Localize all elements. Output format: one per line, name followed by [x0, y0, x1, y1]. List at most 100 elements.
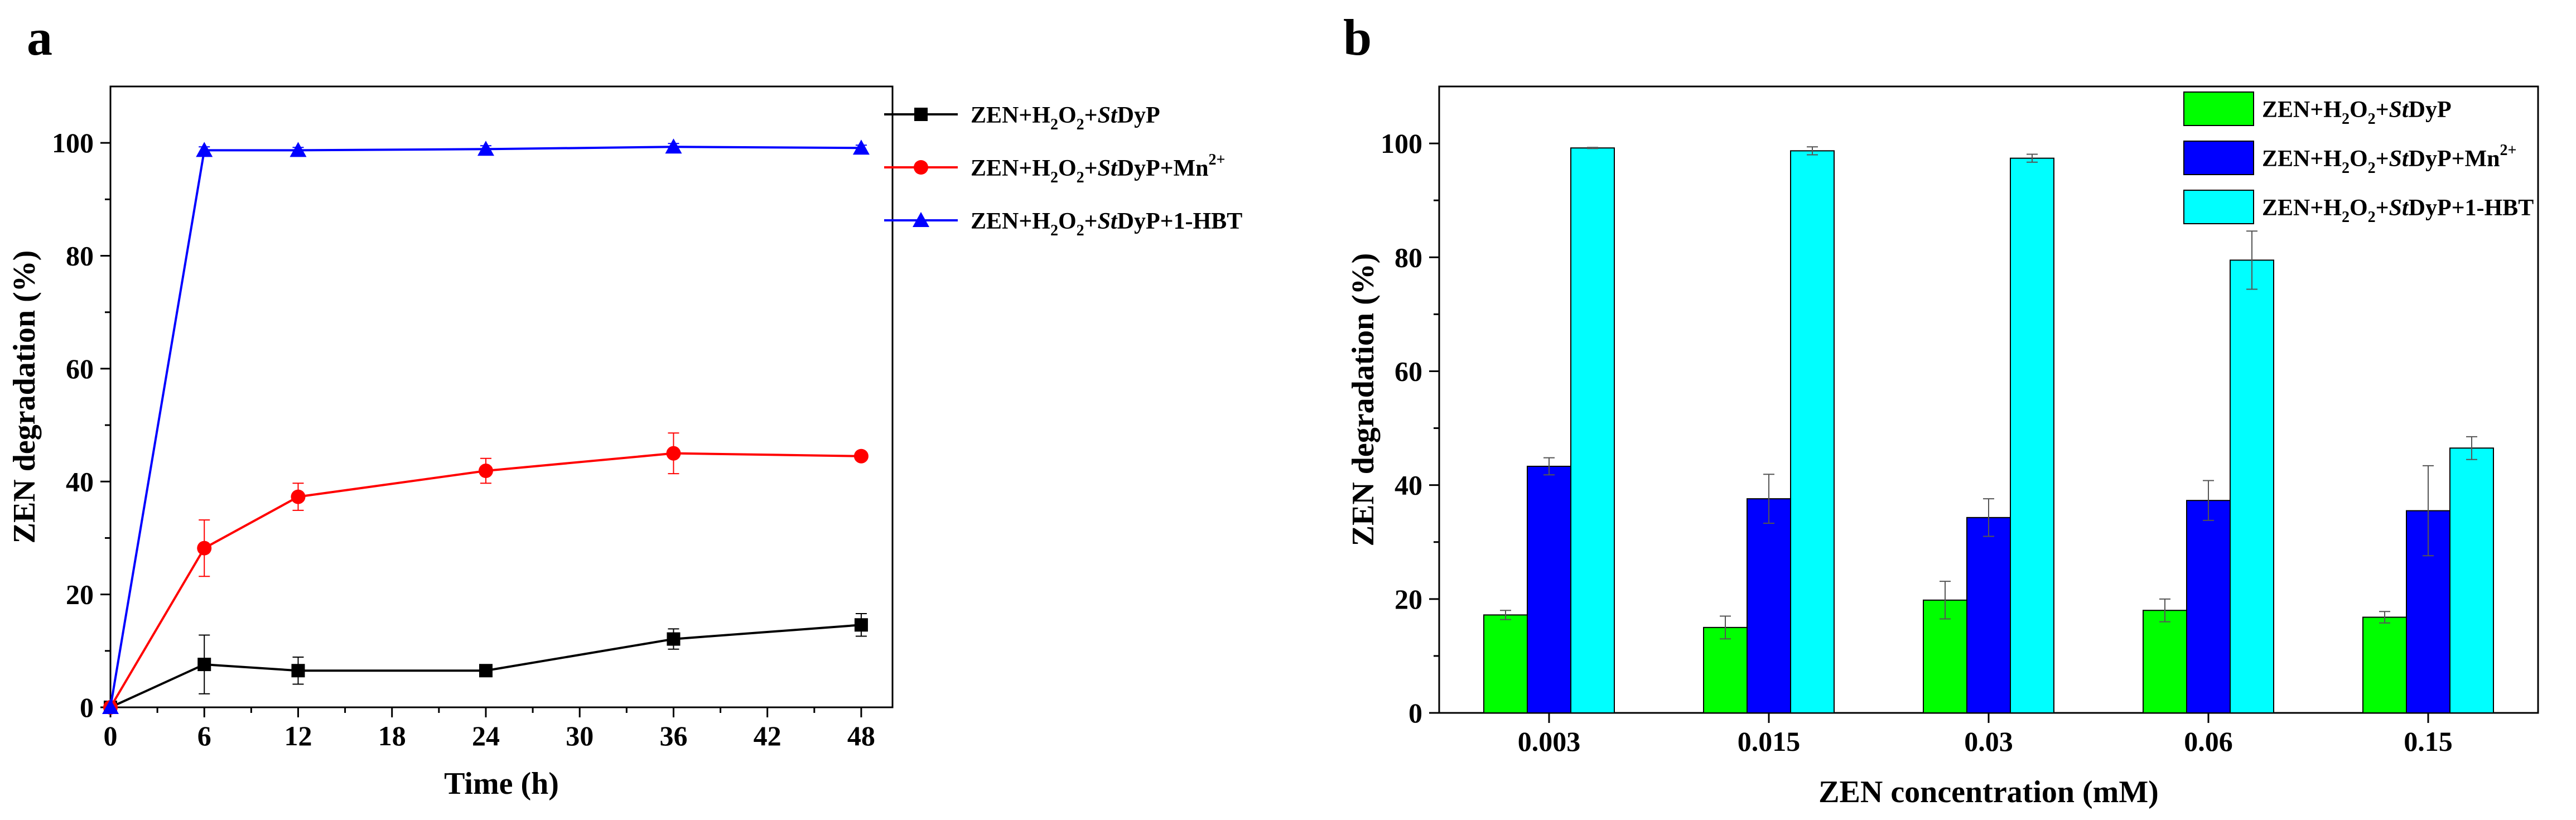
data-point [478, 464, 493, 479]
x-tick-label: 0.15 [2404, 726, 2453, 757]
series-line [109, 146, 861, 708]
x-tick-label: 36 [659, 720, 687, 751]
data-point [196, 142, 213, 157]
data-point [479, 664, 493, 678]
legend-marker [913, 212, 929, 227]
series-line [109, 452, 861, 708]
plot-frame [109, 85, 894, 708]
data-point [290, 142, 307, 157]
y-tick-label: 20 [66, 579, 94, 610]
data-point [197, 658, 211, 672]
data-point [291, 664, 305, 678]
legend-text-part: + [1084, 103, 1098, 128]
legend-italic: St [2389, 146, 2409, 172]
legend-superscript: 2+ [2500, 142, 2517, 159]
legend-text-part: O [2350, 146, 2368, 172]
legend-text-part: DyP [2409, 97, 2452, 123]
data-point [477, 141, 494, 156]
legend-superscript: 2+ [1209, 151, 1226, 168]
legend-text-part: DyP+Mn [1117, 156, 1209, 181]
legend-label: ZEN+H2O2+StDyP+1-HBT [971, 209, 1242, 239]
legend-text-part: + [2376, 146, 2389, 172]
y-tick-label: 80 [66, 240, 94, 272]
data-point [291, 489, 306, 504]
y-axis-title: ZEN degradation (%) [7, 250, 42, 544]
legend-text-part: + [1084, 156, 1098, 181]
y-tick-label: 80 [1395, 242, 1422, 273]
y-tick-label: 0 [1408, 697, 1422, 729]
legend-label: ZEN+H2O2+StDyP+Mn2+ [971, 151, 1226, 186]
bar [1570, 147, 1615, 713]
legend-subscript: 2 [1050, 222, 1058, 239]
legend-subscript: 2 [2368, 110, 2376, 128]
legend-italic: St [1098, 103, 1118, 128]
legend-label: ZEN+H2O2+StDyP [971, 103, 1160, 133]
legend-text-part: DyP+1-HBT [2409, 195, 2534, 221]
legend-text-part: ZEN+H [971, 209, 1050, 234]
bar [1527, 465, 1571, 713]
y-tick-label: 100 [1381, 128, 1422, 159]
legend-text-part: O [1058, 156, 1077, 181]
legend-subscript: 2 [2368, 209, 2376, 226]
legend-label: ZEN+H2O2+StDyP+1-HBT [2262, 195, 2534, 226]
legend-subscript: 2 [2368, 160, 2376, 177]
legend-subscript: 2 [1050, 116, 1058, 133]
y-tick-label: 60 [66, 353, 94, 384]
bar [1747, 498, 1791, 713]
line-chart-panel: 0 20 40 60 80 100 0 6 12 18 24 30 36 42 48 Time (h) ZEN … [7, 85, 1242, 801]
y-tick-label: 60 [1395, 355, 1422, 387]
bar [1966, 517, 2011, 713]
x-tick-label: 48 [847, 720, 875, 751]
legend-text-part: O [2350, 195, 2368, 221]
x-tick-label: 24 [472, 720, 500, 751]
panel-label-a: a [27, 9, 52, 66]
legend-text-part: ZEN+H [2262, 97, 2342, 123]
x-tick-label: 0.003 [1518, 726, 1581, 757]
data-point [102, 699, 119, 714]
legend-italic: St [2389, 195, 2409, 221]
bar [2362, 616, 2407, 714]
legend-swatch [2183, 190, 2254, 224]
legend-text-part: ZEN+H [971, 103, 1050, 128]
legend-subscript: 2 [1050, 169, 1058, 186]
x-tick-label: 0.06 [2184, 726, 2233, 757]
legend-label: ZEN+H2O2+StDyP+Mn2+ [2262, 142, 2517, 177]
legend-italic: St [2389, 97, 2409, 123]
x-axis-title: ZEN concentration (mM) [1818, 775, 2159, 809]
data-point [666, 446, 681, 461]
x-tick-label: 0.03 [1964, 726, 2013, 757]
x-tick-label: 6 [197, 720, 211, 751]
x-tick-label: 18 [378, 720, 406, 751]
series-line [110, 624, 862, 708]
legend-italic: St [1098, 209, 1118, 234]
data-point [853, 448, 869, 464]
legend-marker [914, 160, 928, 175]
legend-text-part: ZEN+H [971, 156, 1050, 181]
bar [2143, 610, 2187, 713]
x-tick-label: 0 [104, 720, 118, 751]
legend-text-part: O [2350, 97, 2368, 123]
legend-italic: St [1098, 156, 1118, 181]
legend-subscript: 2 [2342, 209, 2350, 226]
legend-text-part: ZEN+H [2262, 195, 2342, 221]
legend-text-part: DyP+1-HBT [1117, 209, 1243, 234]
bar [2010, 157, 2054, 714]
legend-text-part: + [1084, 209, 1098, 234]
bar [1790, 150, 1835, 713]
legend-marker [914, 108, 928, 121]
x-tick-label: 30 [566, 720, 594, 751]
legend-text-part: DyP [1117, 103, 1160, 128]
legend-subscript: 2 [2342, 110, 2350, 128]
data-point [667, 632, 681, 646]
bar-chart-panel: 0 20 40 60 80 100 0.003 0.015 0.03 0.06 0.15 ZEN co… [1346, 85, 2539, 809]
data-point [197, 541, 212, 556]
data-point [665, 138, 682, 154]
y-tick-label: 40 [66, 466, 94, 497]
legend-swatch [2183, 91, 2254, 126]
x-tick-label: 0.015 [1738, 726, 1801, 757]
legend-subscript: 2 [1077, 222, 1084, 239]
legend-swatch [2183, 141, 2254, 175]
bar [1483, 614, 1528, 714]
x-axis-title: Time (h) [444, 766, 559, 801]
